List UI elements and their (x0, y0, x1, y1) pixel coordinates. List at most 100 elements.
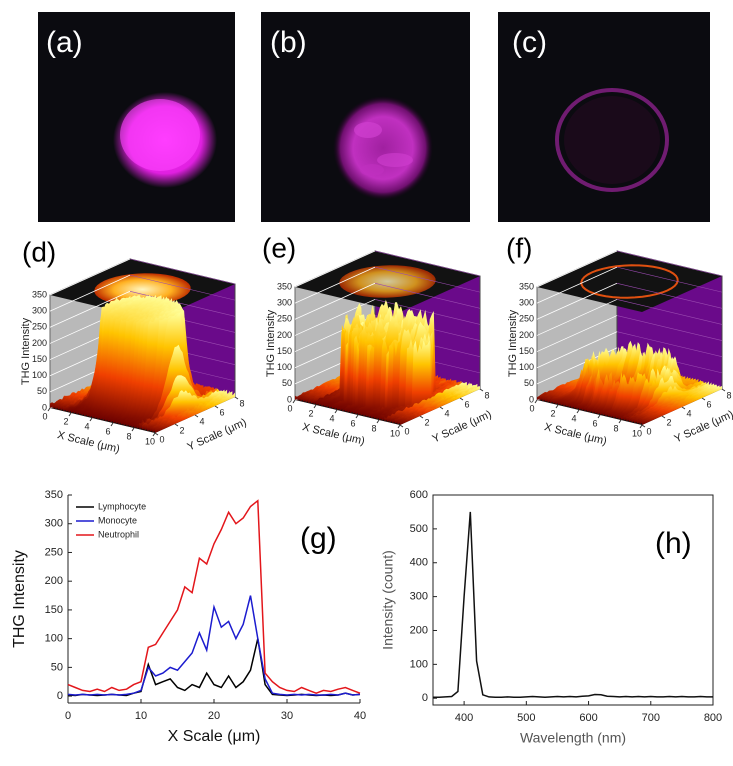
z-tick-label: 100 (519, 362, 534, 372)
y-tick-label: 4 (686, 408, 691, 418)
z-tick-label: 150 (277, 346, 292, 356)
z-tick-label: 350 (519, 281, 534, 291)
y-axis-label: Y Scale (μm) (431, 408, 494, 445)
y-axis-label: Y Scale (μm) (673, 408, 733, 445)
y-tick-label: 150 (45, 604, 63, 616)
z-tick-label: 200 (32, 338, 47, 348)
panel-label: (a) (46, 26, 83, 59)
grid-line (294, 282, 376, 320)
x-tick (618, 419, 622, 424)
grid-line (616, 250, 723, 277)
y-tick-label: 2 (424, 417, 429, 427)
x-tick (576, 409, 580, 414)
x-tick-label: 10 (145, 436, 155, 446)
y-tick-label: 0 (57, 690, 63, 702)
z-axis-label: THG Intensity (507, 309, 519, 377)
x-tick-label: 8 (126, 431, 131, 441)
x-tick (152, 432, 156, 437)
y-tick (214, 405, 219, 409)
y-tick (234, 396, 239, 400)
grid-line (536, 331, 618, 369)
y-tick (154, 432, 159, 436)
z-tick-label: 50 (524, 378, 534, 388)
x-tick-label: 2 (308, 408, 313, 418)
x-tick-label: 0 (42, 411, 47, 421)
y-tick-label: 0 (159, 434, 164, 444)
micrograph: (b) (261, 12, 470, 222)
x-tick-label: 0 (287, 403, 292, 413)
y-tick (479, 388, 484, 392)
x-tick (639, 424, 643, 429)
grid-line (129, 290, 236, 317)
x-tick (397, 424, 401, 429)
z-tick-label: 150 (519, 346, 534, 356)
x-tick-label: 10 (135, 710, 147, 722)
micrograph: (c) (498, 12, 710, 222)
grid-line (374, 266, 481, 293)
x-tick-label: 10 (390, 428, 400, 438)
z-tick-label: 150 (32, 354, 47, 364)
grid-line (294, 250, 376, 288)
y-tick-label: 350 (45, 489, 63, 501)
x-tick-label: 500 (517, 712, 535, 724)
z-tick-label: 250 (32, 322, 47, 332)
z-tick-label: 200 (519, 330, 534, 340)
grid-line (294, 266, 376, 304)
z-tick-label: 300 (32, 306, 47, 316)
y-tick-label: 8 (484, 390, 489, 400)
x-tick-label: 6 (592, 418, 597, 428)
x-tick (313, 404, 317, 409)
x-tick-label: 4 (329, 413, 334, 423)
plot-frame (432, 494, 714, 706)
y-tick (419, 415, 424, 419)
x-tick-label: 30 (281, 710, 293, 722)
z-tick-label: 350 (32, 289, 47, 299)
grid-line (616, 266, 723, 293)
grid-line (49, 274, 131, 312)
y-tick-label: 300 (410, 591, 428, 603)
top-image-cell (580, 264, 679, 299)
y-tick-label: 8 (726, 390, 731, 400)
x-tick (355, 414, 359, 419)
x-tick-label: 4 (84, 421, 89, 431)
y-tick-label: 0 (646, 426, 651, 436)
y-axis-label: Intensity (count) (380, 550, 396, 650)
y-tick-label: 6 (219, 407, 224, 417)
x-tick-label: 2 (63, 416, 68, 426)
y-axis-label: Y Scale (μm) (186, 416, 249, 453)
y-tick (721, 388, 726, 392)
grid-line (536, 266, 618, 304)
y-tick (399, 424, 404, 428)
z-tick-label: 300 (277, 298, 292, 308)
y-tick-label: 600 (410, 489, 428, 501)
x-tick (110, 422, 114, 427)
y-tick (641, 424, 646, 428)
panel-label: (c) (512, 26, 547, 59)
data-line (67, 499, 361, 695)
x-tick-label: 0 (529, 403, 534, 413)
y-tick-label: 300 (45, 518, 63, 530)
x-tick-label: 10 (632, 428, 642, 438)
y-tick-label: 6 (706, 399, 711, 409)
panel-label: (d) (22, 236, 56, 267)
y-tick-label: 200 (45, 575, 63, 587)
surface-slice (297, 360, 378, 401)
x-tick-label: 4 (571, 413, 576, 423)
x-tick-label: 6 (105, 426, 110, 436)
x-tick-label: 2 (550, 408, 555, 418)
grid-line (374, 250, 481, 277)
y-tick-label: 250 (45, 546, 63, 558)
data-line (67, 595, 361, 696)
x-tick (534, 399, 538, 404)
surface-slice (392, 383, 473, 424)
x-tick-label: 8 (371, 423, 376, 433)
panel-label: (g) (300, 522, 337, 555)
grid-line (129, 274, 236, 301)
x-axis-label: Wavelength (nm) (520, 730, 626, 746)
x-tick (376, 419, 380, 424)
grid-line (616, 315, 723, 341)
z-tick-label: 0 (529, 394, 534, 404)
